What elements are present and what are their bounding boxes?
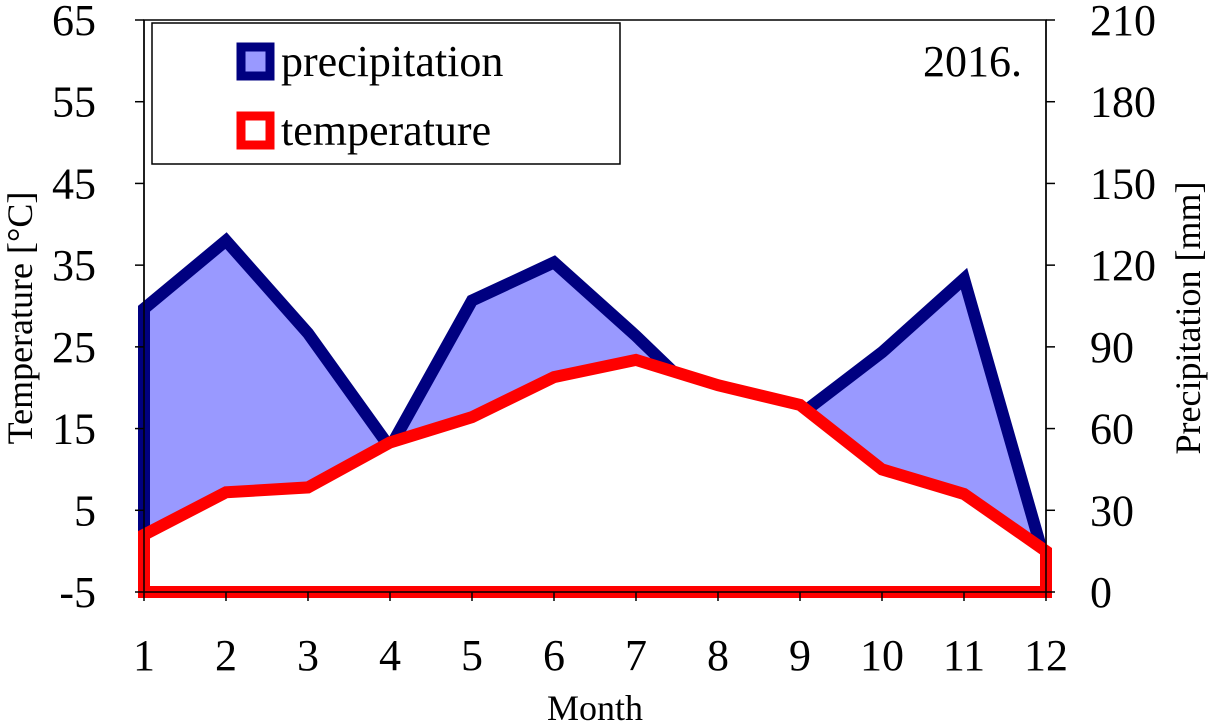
- left-tick-label-25: 25: [52, 323, 96, 372]
- x-tick-label-5: 5: [461, 631, 483, 680]
- data-point-temperature-8: [716, 383, 720, 388]
- data-point-precipitation-2: [224, 238, 228, 243]
- left-tick-label-15: 15: [52, 405, 96, 454]
- right-tick-label-30: 30: [1090, 486, 1134, 535]
- left-tick-label-65: 65: [52, 0, 96, 45]
- right-tick-label-90: 90: [1090, 323, 1134, 372]
- x-tick-label-8: 8: [707, 631, 729, 680]
- legend-label-temperature: temperature: [281, 106, 491, 155]
- data-point-temperature-7: [634, 357, 638, 362]
- x-tick-label-9: 9: [789, 631, 811, 680]
- data-point-temperature-11: [962, 491, 966, 496]
- data-point-temperature-2: [224, 490, 228, 495]
- data-point-temperature-9: [798, 402, 802, 407]
- x-axis-title: Month: [547, 688, 643, 724]
- legend-swatch-precipitation: [236, 42, 275, 81]
- axes: [135, 19, 1055, 601]
- data-point-precipitation-6: [552, 260, 556, 265]
- right-tick-label-60: 60: [1090, 405, 1134, 454]
- left-tick-label-55: 55: [52, 78, 96, 127]
- x-tick-label-12: 12: [1024, 631, 1068, 680]
- x-tick-label-6: 6: [543, 631, 565, 680]
- left-tick-label-5: 5: [74, 486, 96, 535]
- data-point-precipitation-3: [306, 331, 310, 336]
- right-tick-label-180: 180: [1090, 78, 1156, 127]
- x-tick-label-10: 10: [860, 631, 904, 680]
- data-point-temperature-6: [552, 375, 556, 380]
- data-point-precipitation-11: [962, 276, 966, 281]
- right-axis-title: Precipitation [mm]: [1168, 182, 1208, 455]
- legend-swatch-temperature: [236, 111, 275, 150]
- legend-box: [151, 22, 621, 165]
- x-tick-label-1: 1: [133, 631, 155, 680]
- data-point-temperature-10: [880, 467, 884, 472]
- right-tick-label-150: 150: [1090, 159, 1156, 208]
- data-point-temperature-4: [388, 440, 392, 445]
- left-tick-label-45: 45: [52, 159, 96, 208]
- left-tick-label--5: -5: [59, 568, 96, 617]
- data-point-temperature-5: [470, 415, 474, 420]
- x-tick-label-11: 11: [943, 631, 985, 680]
- left-axis-title: Temperature [°C]: [0, 192, 40, 445]
- right-tick-label-0: 0: [1090, 568, 1112, 617]
- data-point-precipitation-10: [880, 350, 884, 355]
- x-tick-label-4: 4: [379, 631, 401, 680]
- right-tick-label-210: 210: [1090, 0, 1156, 45]
- legend-label-precipitation: precipitation: [281, 37, 503, 86]
- x-tick-label-2: 2: [215, 631, 237, 680]
- data-point-precipitation-5: [470, 298, 474, 303]
- x-tick-label-7: 7: [625, 631, 647, 680]
- x-tick-label-3: 3: [297, 631, 319, 680]
- data-point-temperature-3: [306, 485, 310, 490]
- left-tick-label-35: 35: [52, 241, 96, 290]
- data-point-precipitation-7: [634, 333, 638, 338]
- year-annotation: 2016.: [923, 37, 1022, 86]
- right-tick-label-120: 120: [1090, 241, 1156, 290]
- legend: precipitation temperature: [151, 22, 621, 165]
